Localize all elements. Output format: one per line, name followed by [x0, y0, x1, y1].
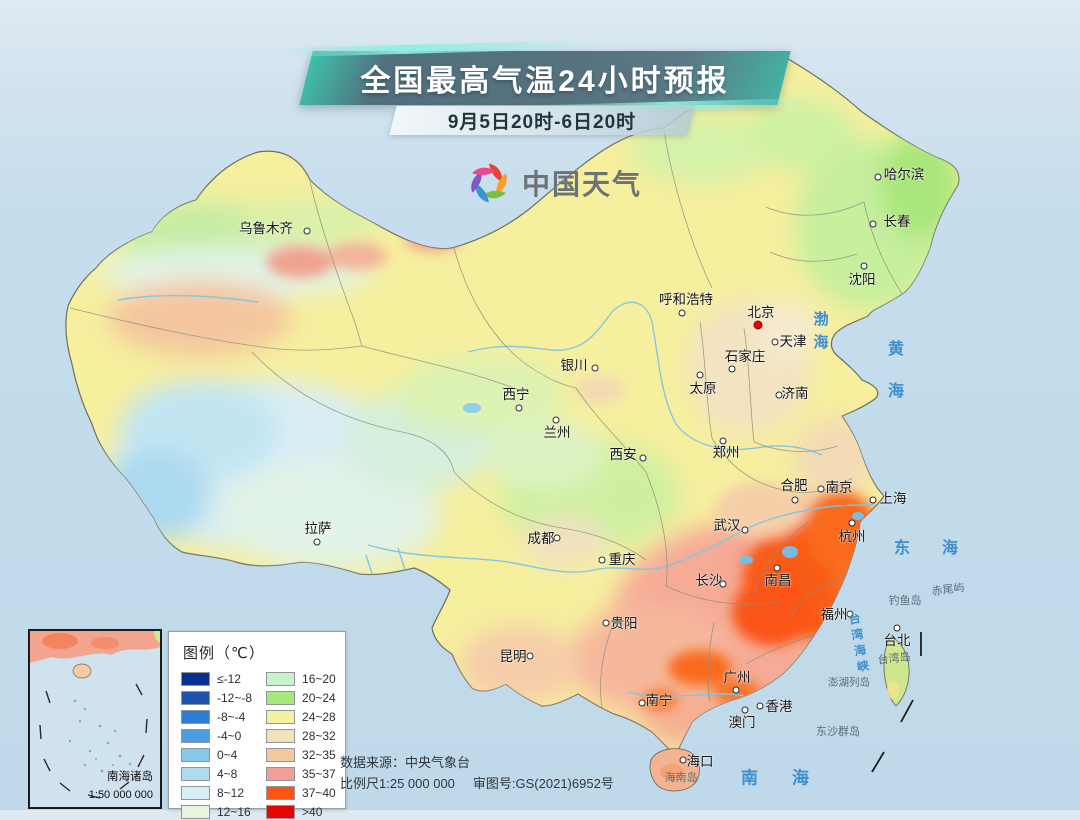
legend-label: -12~-8 — [217, 690, 253, 705]
china-weather-logo: 中国天气 — [466, 160, 642, 206]
legend-item: -8~-4 — [181, 708, 252, 725]
legend-item: 12~16 — [181, 803, 252, 820]
pinwheel-logo-icon — [471, 163, 507, 203]
legend-label: 8~12 — [217, 785, 245, 800]
inset-scale: 1:50 000 000 — [88, 789, 153, 801]
legend-swatch — [181, 785, 210, 800]
legend-swatch — [181, 747, 210, 762]
legend-item: -12~-8 — [181, 689, 252, 706]
legend-item: 35~37 — [266, 765, 336, 782]
legend-grid: ≤-12 -12~-8 -8~-4 -4~0 0~4 4~8 8~12 12~16 16~20 2… — [181, 670, 336, 820]
province-borders — [69, 129, 903, 709]
legend-label: 12~16 — [217, 804, 251, 819]
legend-label: -4~0 — [217, 728, 242, 743]
legend-swatch — [266, 766, 296, 781]
legend-label: 37~40 — [302, 785, 336, 800]
legend-item: 20~24 — [266, 689, 336, 706]
logo-text: 中国天气 — [522, 169, 643, 200]
legend-label: 20~24 — [302, 690, 336, 705]
legend-swatch — [266, 728, 296, 743]
legend-swatch — [181, 804, 210, 819]
legend-label: 28~32 — [302, 728, 336, 743]
legend-label: 4~8 — [217, 766, 238, 781]
legend-item: 16~20 — [266, 670, 336, 687]
legend-label: -8~-4 — [217, 709, 246, 724]
legend-swatch — [266, 709, 296, 724]
lakes — [463, 403, 864, 564]
legend-item: -4~0 — [181, 727, 252, 744]
forecast-period: 9月5日20时-6日20时 — [447, 112, 637, 133]
legend-label: >40 — [302, 804, 323, 819]
data-source: 数据来源：中央气象台 — [340, 755, 471, 770]
legend-swatch — [266, 804, 296, 819]
legend-swatch — [266, 671, 296, 686]
legend-item: 28~32 — [266, 727, 336, 744]
legend-label: 24~28 — [302, 709, 336, 724]
legend-item: 37~40 — [266, 784, 336, 801]
legend-swatch — [181, 671, 210, 686]
legend-swatch — [181, 709, 210, 724]
subtitle-banner: 9月5日20时-6日20时 — [389, 106, 695, 135]
inset-map — [30, 631, 160, 799]
legend-swatch — [181, 766, 210, 781]
map-attribution: 数据来源：中央气象台 比例尺1:25 000 000 审图号:GS(2021)69… — [340, 752, 632, 794]
legend-swatch — [181, 690, 210, 705]
legend-item: 4~8 — [181, 765, 252, 782]
legend-item: 24~28 — [266, 708, 336, 725]
legend-swatch — [266, 785, 296, 800]
title-banner: 全国最高气温24小时预报 — [299, 51, 791, 105]
legend-label: 35~37 — [302, 766, 336, 781]
temperature-legend: 图例（℃） ≤-12 -12~-8 -8~-4 -4~0 0~4 4~8 8~12 12~16… — [168, 631, 346, 819]
page-title: 全国最高气温24小时预报 — [360, 65, 730, 98]
south-china-sea-inset: 南海诸岛 1:50 000 000 — [28, 629, 162, 809]
legend-item: ≤-12 — [181, 670, 252, 687]
inset-title: 南海诸岛 — [107, 769, 153, 783]
legend-item: 0~4 — [181, 746, 252, 763]
legend-title: 图例（℃） — [183, 645, 265, 662]
maritime-boundary-dashes — [871, 632, 922, 773]
legend-swatch — [266, 690, 296, 705]
legend-swatch — [266, 747, 296, 762]
legend-item: 32~35 — [266, 746, 336, 763]
legend-label: ≤-12 — [217, 671, 241, 686]
legend-item: 8~12 — [181, 784, 252, 801]
legend-swatch — [181, 728, 210, 743]
legend-item: >40 — [266, 803, 336, 820]
legend-label: 32~35 — [302, 747, 336, 762]
legend-label: 0~4 — [217, 747, 238, 762]
map-scale: 比例尺1:25 000 000 — [340, 776, 455, 791]
legend-label: 16~20 — [302, 671, 336, 686]
approval-number: 审图号:GS(2021)6952号 — [472, 776, 614, 791]
